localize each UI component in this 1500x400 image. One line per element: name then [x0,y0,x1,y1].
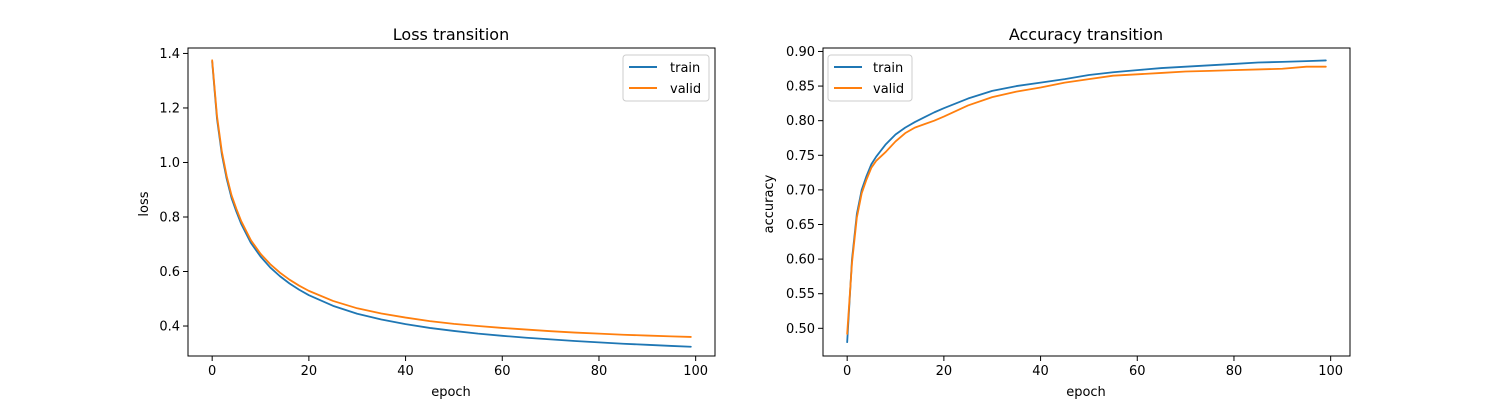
loss-y-tick-label: 1.2 [159,101,180,116]
accuracy-y-axis-label: accuracy [762,174,777,233]
accuracy-x-tick-label: 100 [1318,364,1343,379]
accuracy-axes-frame [822,47,1351,357]
loss-y-tick-label: 1.0 [159,156,180,171]
accuracy-legend-train-label: train [873,61,903,76]
loss-legend: train valid [622,54,710,102]
loss-y-tick-label: 1.4 [159,47,180,62]
accuracy-y-tick-label: 0.60 [786,253,815,268]
accuracy-legend-valid-label: valid [873,82,904,97]
loss-y-tick-label: 0.8 [159,210,180,225]
loss-legend-train-label: train [670,61,700,76]
loss-y-axis-label: loss [137,191,152,216]
loss-y-tick-label: 0.6 [159,265,180,280]
loss-x-tick-label: 60 [494,364,511,379]
accuracy-y-tick-label: 0.80 [786,114,815,129]
accuracy-x-axis-label: epoch [1066,385,1106,400]
loss-y-ticks: 0.4 0.6 0.8 1.0 1.2 1.4 [159,47,188,335]
accuracy-chart: Accuracy transition 0 20 40 60 80 100 0.500.5… [762,25,1351,400]
loss-y-tick-label: 0.4 [159,320,180,335]
loss-chart-title: Loss transition [393,25,509,44]
accuracy-series-train-line [846,59,1327,344]
loss-series-valid-line [211,59,692,338]
accuracy-chart-title: Accuracy transition [1009,25,1163,44]
loss-x-axis-label: epoch [431,385,471,400]
loss-series-train-line [211,60,692,348]
loss-x-ticks: 0 20 40 60 80 100 [208,356,708,379]
loss-axes-frame [187,47,716,357]
accuracy-y-tick-label: 0.50 [786,322,815,337]
loss-x-tick-label: 40 [397,364,414,379]
accuracy-x-tick-label: 0 [843,364,851,379]
accuracy-y-tick-label: 0.55 [786,287,815,302]
accuracy-y-tick-label: 0.75 [786,149,815,164]
accuracy-series-valid-line [846,65,1327,335]
accuracy-x-ticks: 0 20 40 60 80 100 [843,356,1343,379]
loss-x-tick-label: 20 [301,364,318,379]
accuracy-plot-layer [846,59,1327,344]
accuracy-y-tick-label: 0.70 [786,183,815,198]
accuracy-legend: train valid [827,54,913,102]
accuracy-x-tick-label: 40 [1032,364,1049,379]
accuracy-y-ticks: 0.50 0.55 0.60 0.65 0.70 0.75 0.80 0.85 0.90 [786,45,823,337]
accuracy-x-tick-label: 80 [1226,364,1243,379]
accuracy-y-tick-label: 0.85 [786,80,815,95]
loss-legend-valid-label: valid [670,82,701,97]
accuracy-y-tick-label: 0.65 [786,218,815,233]
loss-chart: Loss transition 0 20 40 60 80 100 0.4 0.6 0.8 1.… [137,25,716,400]
loss-x-tick-label: 0 [208,364,216,379]
accuracy-y-tick-label: 0.90 [786,45,815,60]
accuracy-x-tick-label: 60 [1129,364,1146,379]
accuracy-x-tick-label: 20 [936,364,953,379]
loss-x-tick-label: 80 [591,364,608,379]
loss-x-tick-label: 100 [683,364,708,379]
loss-plot-layer [211,59,692,348]
